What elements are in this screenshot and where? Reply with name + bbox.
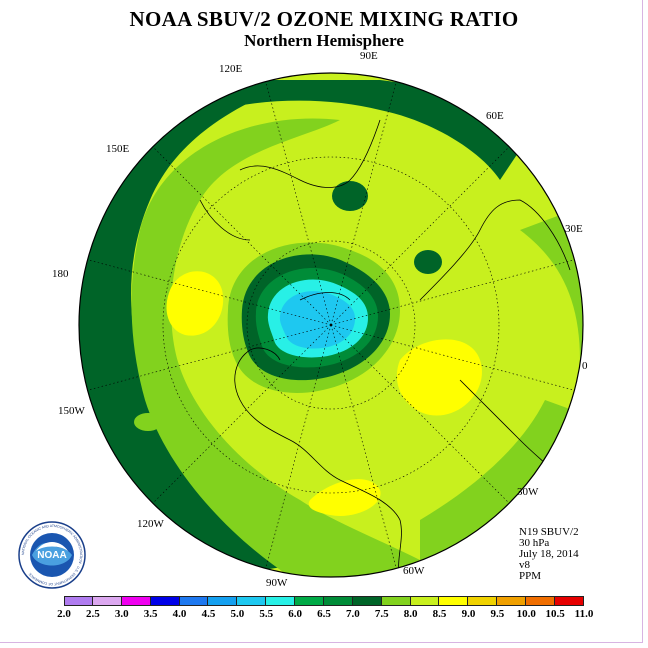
colorbar-tick-label: 10.0: [516, 608, 536, 620]
colorbar-tick-label: 2.5: [86, 608, 100, 620]
colorbar-tick-label: 9.0: [461, 608, 476, 620]
colorbar-swatch: [381, 596, 411, 606]
colorbar-tick-label: 7.5: [374, 608, 389, 620]
colorbar-swatch: [439, 596, 469, 606]
ozone-field: [79, 73, 583, 577]
lon-label-90w: 90W: [266, 577, 288, 589]
lon-label-60w: 60W: [403, 565, 425, 577]
colorbar-tick-label: 10.5: [545, 608, 565, 620]
data-info-block: N19 SBUV/2 30 hPa July 18, 2014 v8 PPM: [519, 527, 579, 582]
lon-label-60e: 60E: [486, 110, 504, 122]
colorbar-labels: 2.0 2.5 3.0 3.5 4.0 4.5 5.0 5.5 6.0 6.5 7.0 7.5 8.0 8…: [57, 608, 593, 622]
colorbar-swatch: [64, 596, 93, 606]
colorbar-swatch: [526, 596, 555, 606]
colorbar-swatch: [150, 596, 180, 606]
colorbar-tick-label: 6.5: [317, 608, 331, 620]
colorbar-tick-label: 3.0: [114, 608, 129, 620]
lon-label-0: 0: [582, 360, 588, 372]
colorbar-swatch: [497, 596, 526, 606]
colorbar-swatch: [352, 596, 382, 606]
colorbar-tick-label: 11.0: [574, 608, 594, 620]
map-boundary: [78, 72, 584, 578]
info-units: PPM: [519, 570, 542, 582]
lon-label-30w: 30W: [517, 486, 539, 498]
info-version: v8: [519, 559, 530, 571]
noaa-logo: NOAA NATIONAL OCEANIC AND ATMOSPHERIC AD…: [18, 521, 86, 589]
map-title: NOAA SBUV/2 OZONE MIXING RATIO: [129, 7, 519, 31]
colorbar-swatch: [295, 596, 324, 606]
colorbar-swatch: [121, 596, 151, 606]
map-subtitle: Northern Hemisphere: [244, 31, 404, 50]
colorbar-tick-label: 8.0: [403, 608, 418, 620]
colorbar: [64, 596, 584, 606]
colorbar-tick-label: 4.0: [172, 608, 187, 620]
colorbar-swatch: [237, 596, 267, 606]
colorbar-swatch: [468, 596, 498, 606]
info-level: 30 hPa: [519, 537, 550, 549]
colorbar-swatch: [179, 596, 209, 606]
lon-label-150e: 150E: [106, 143, 130, 155]
info-instrument: N19 SBUV/2: [519, 526, 579, 538]
colorbar-tick-label: 8.5: [432, 608, 447, 620]
lon-label-90e: 90E: [360, 50, 378, 62]
graticule: [87, 81, 575, 569]
lon-label-150w: 150W: [58, 405, 85, 417]
colorbar-tick-label: 5.0: [230, 608, 245, 620]
colorbar-tick-label: 5.5: [259, 608, 274, 620]
colorbar-swatch: [266, 596, 295, 606]
coastlines: [199, 119, 571, 577]
colorbar-tick-label: 3.5: [143, 608, 158, 620]
colorbar-swatch: [323, 596, 353, 606]
colorbar-swatch: [554, 596, 584, 606]
colorbar-tick-label: 2.0: [57, 608, 71, 620]
lon-label-120w: 120W: [137, 518, 164, 530]
lon-label-120e: 120E: [219, 63, 243, 75]
colorbar-swatch: [208, 596, 238, 606]
colorbar-tick-label: 7.0: [346, 608, 360, 620]
info-date: July 18, 2014: [519, 548, 579, 560]
colorbar-tick-label: 9.5: [490, 608, 505, 620]
noaa-logo-text: NOAA: [37, 550, 66, 561]
colorbar-swatch: [410, 596, 440, 606]
colorbar-swatch: [92, 596, 122, 606]
lon-label-180: 180: [52, 268, 69, 280]
lon-label-30e: 30E: [565, 223, 583, 235]
colorbar-tick-label: 6.0: [288, 608, 302, 620]
colorbar-tick-label: 4.5: [201, 608, 216, 620]
